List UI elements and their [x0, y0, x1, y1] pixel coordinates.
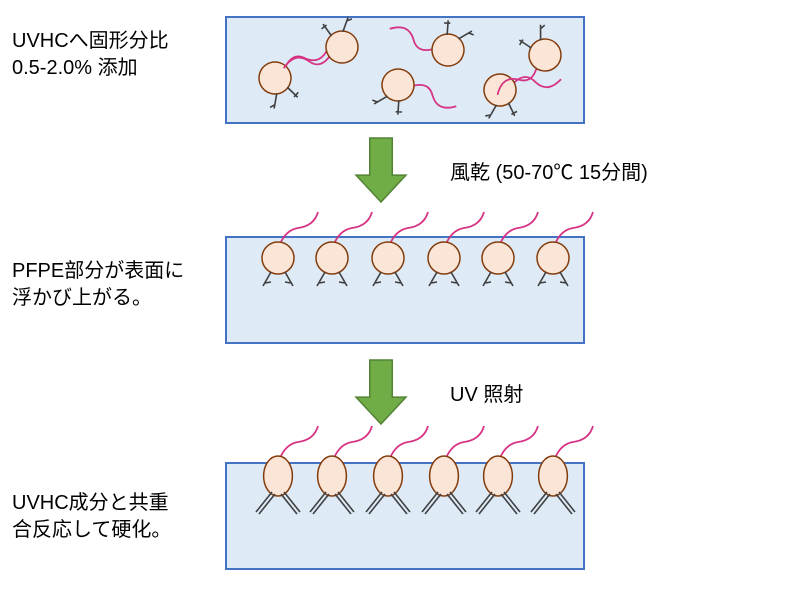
- arrow1-caption: 風乾 (50-70℃ 15分間): [450, 160, 648, 187]
- molecule-icon: [505, 15, 585, 100]
- arrow-step2-to-step3: [356, 360, 406, 429]
- arrow2-caption: UV 照射: [450, 382, 523, 409]
- arrow-step1-to-step2: [356, 138, 406, 207]
- molecule-icon: [513, 218, 593, 303]
- molecule-icon: [513, 436, 593, 521]
- step1-label: UVHCへ固形分比 0.5-2.0% 添加: [12, 28, 169, 82]
- diagram-canvas: UVHCへ固形分比 0.5-2.0% 添加 PFPE部分が表面に 浮かび上がる。…: [0, 0, 800, 594]
- step2-label: PFPE部分が表面に 浮かび上がる。: [12, 258, 184, 312]
- step3-label: UVHC成分と共重 合反応して硬化。: [12, 490, 171, 544]
